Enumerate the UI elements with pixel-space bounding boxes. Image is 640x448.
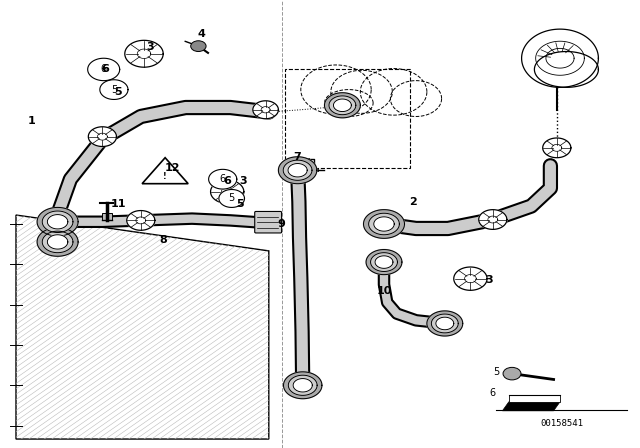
Polygon shape xyxy=(253,101,278,119)
Polygon shape xyxy=(431,314,458,333)
Text: 5: 5 xyxy=(228,194,235,203)
Polygon shape xyxy=(209,169,237,189)
Text: 5: 5 xyxy=(111,85,117,95)
Polygon shape xyxy=(37,228,78,256)
Polygon shape xyxy=(127,211,155,230)
Text: 4: 4 xyxy=(198,29,205,39)
Polygon shape xyxy=(293,379,312,392)
Polygon shape xyxy=(374,217,394,231)
Polygon shape xyxy=(454,267,487,290)
Circle shape xyxy=(191,41,206,52)
Polygon shape xyxy=(88,58,120,81)
Polygon shape xyxy=(284,160,312,180)
Text: 7: 7 xyxy=(294,152,301,162)
Polygon shape xyxy=(42,211,73,233)
Polygon shape xyxy=(88,127,116,146)
Text: 8: 8 xyxy=(159,235,167,245)
Text: 6: 6 xyxy=(220,174,226,184)
Polygon shape xyxy=(278,157,317,184)
Text: 6: 6 xyxy=(490,388,496,398)
FancyBboxPatch shape xyxy=(255,211,282,233)
Polygon shape xyxy=(534,52,598,87)
Text: 1: 1 xyxy=(28,116,36,126)
Polygon shape xyxy=(288,164,307,177)
Polygon shape xyxy=(284,372,322,399)
Text: 9: 9 xyxy=(278,219,285,229)
Text: 6: 6 xyxy=(223,177,231,186)
Text: 11: 11 xyxy=(111,199,126,209)
Text: 2: 2 xyxy=(409,197,417,207)
Polygon shape xyxy=(375,256,393,268)
Text: !: ! xyxy=(163,172,167,181)
Polygon shape xyxy=(324,93,360,118)
Polygon shape xyxy=(125,40,163,67)
Text: 10: 10 xyxy=(376,286,392,296)
Polygon shape xyxy=(219,190,244,207)
Polygon shape xyxy=(329,96,356,115)
Polygon shape xyxy=(427,311,463,336)
Polygon shape xyxy=(42,231,73,253)
Text: 3: 3 xyxy=(486,275,493,285)
Bar xyxy=(102,213,112,220)
Polygon shape xyxy=(47,235,68,249)
Text: 3: 3 xyxy=(147,42,154,52)
Polygon shape xyxy=(543,138,571,158)
Polygon shape xyxy=(16,215,269,439)
Text: 5: 5 xyxy=(236,199,244,209)
Text: 00158541: 00158541 xyxy=(540,419,584,428)
Text: 6: 6 xyxy=(100,65,107,74)
Polygon shape xyxy=(502,402,560,411)
Polygon shape xyxy=(364,210,404,238)
Polygon shape xyxy=(47,215,68,229)
Polygon shape xyxy=(37,207,78,236)
Text: 12: 12 xyxy=(165,163,180,173)
Circle shape xyxy=(503,367,521,380)
Polygon shape xyxy=(509,395,560,402)
Text: 6: 6 xyxy=(102,65,109,74)
Polygon shape xyxy=(371,253,397,271)
Polygon shape xyxy=(522,29,598,87)
Polygon shape xyxy=(289,375,317,395)
Text: 5: 5 xyxy=(115,87,122,97)
Polygon shape xyxy=(333,99,351,112)
Polygon shape xyxy=(479,210,507,229)
Polygon shape xyxy=(100,80,128,99)
Polygon shape xyxy=(211,180,244,203)
Polygon shape xyxy=(369,213,399,235)
Polygon shape xyxy=(366,250,402,275)
Polygon shape xyxy=(436,317,454,330)
Text: 5: 5 xyxy=(493,367,499,377)
Text: 3: 3 xyxy=(239,177,247,186)
Polygon shape xyxy=(142,158,188,184)
